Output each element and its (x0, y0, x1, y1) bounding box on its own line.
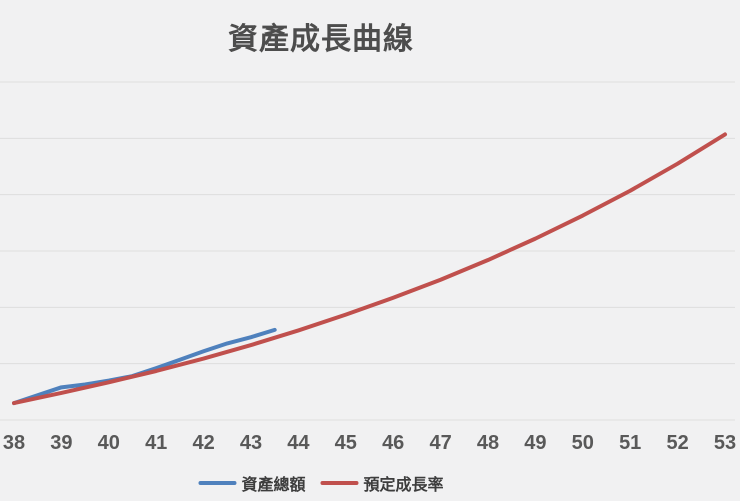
x-tick-label: 52 (666, 432, 688, 454)
x-tick-label: 46 (382, 432, 404, 454)
x-tick-label: 38 (3, 432, 25, 454)
chart-title: 資產成長曲線 (228, 23, 414, 56)
legend-item-actual-assets: 資產總額 (198, 471, 306, 495)
x-tick-label: 40 (98, 432, 120, 454)
x-tick-label: 42 (192, 432, 214, 454)
x-tick-label: 43 (240, 432, 262, 454)
x-tick-label: 41 (145, 432, 167, 454)
x-tick-label: 48 (477, 432, 499, 454)
series-line-actual-assets (12, 327, 277, 406)
x-tick-label: 50 (572, 432, 594, 454)
x-tick-label: 51 (619, 432, 641, 454)
x-tick-label: 47 (429, 432, 451, 454)
x-tick-label: 44 (287, 432, 310, 454)
x-tick-label: 45 (335, 432, 357, 454)
legend-item-planned-growth: 預定成長率 (320, 471, 444, 495)
chart-legend: 資產總額 預定成長率 (198, 471, 444, 495)
x-tick-label: 39 (50, 432, 72, 454)
x-tick-label: 49 (524, 432, 546, 454)
legend-marker-actual-assets-icon (198, 481, 237, 485)
legend-label-planned-growth: 預定成長率 (363, 477, 444, 494)
series-line-planned-growth (12, 132, 727, 406)
legend-marker-planned-growth-icon (320, 481, 359, 485)
legend-label-actual-assets: 資產總額 (241, 477, 306, 494)
x-tick-label: 53 (714, 432, 736, 454)
